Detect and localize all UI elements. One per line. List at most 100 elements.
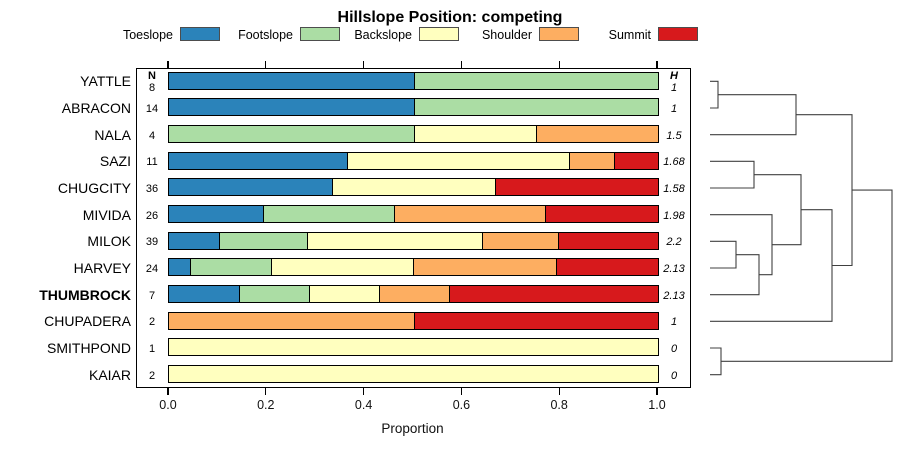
bar-segment-footslope: [219, 232, 307, 249]
row-label-kaiar: KAIAR: [88, 366, 131, 383]
n-value-milok: 39: [145, 236, 159, 249]
axis-tick-bottom: [558, 388, 560, 395]
bar-segment-toeslope: [169, 99, 414, 116]
h-value-chugcity: 1.58: [663, 183, 685, 195]
n-value-harvey: 24: [145, 263, 159, 275]
bar-segment-toeslope: [169, 152, 347, 169]
legend-label-toeslope: Toeslope: [122, 28, 173, 42]
n-value-chugcity: 36: [145, 183, 159, 195]
axis-tick-bottom: [460, 388, 462, 395]
row-label-chupadera: CHUPADERA: [44, 313, 131, 330]
row-label-nala: NALA: [94, 126, 131, 143]
bar-segment-toeslope: [169, 179, 332, 196]
bar-segment-toeslope: [169, 72, 414, 89]
axis-tick-label: 0.6: [452, 398, 471, 412]
axis-tick-label: 0.4: [354, 398, 373, 412]
h-value-harvey: 2.13: [663, 263, 685, 275]
bar-row-chugcity: [168, 178, 659, 197]
bar-segment-summit: [413, 312, 658, 329]
legend-label-footslope: Footslope: [238, 28, 293, 42]
plot-panel-border: [136, 68, 691, 388]
h-value-milok: 2.2: [666, 236, 682, 249]
bar-segment-shoulder: [169, 312, 414, 329]
bar-row-yattle: [168, 71, 659, 90]
legend-swatch-toeslope: [180, 27, 220, 41]
axis-tick-top: [265, 61, 267, 68]
axis-tick-bottom: [363, 388, 365, 395]
h-value-smithpond: 0: [670, 343, 678, 355]
h-value-kaiar: 0: [670, 369, 678, 382]
bar-segment-toeslope: [169, 259, 190, 276]
chart-title: Hillslope Position: competing: [337, 9, 563, 26]
bar-row-smithpond: [168, 338, 659, 357]
axis-tick-label: 0.2: [257, 398, 275, 412]
row-label-sazi: SAZI: [99, 153, 131, 170]
axis-tick-top: [460, 61, 462, 68]
h-value-mivida: 1.98: [663, 209, 685, 222]
bar-segment-backslope: [169, 339, 658, 356]
x-axis-title: Proportion: [381, 421, 444, 436]
n-value-abracon: 14: [145, 103, 159, 115]
legend-label-shoulder: Shoulder: [481, 28, 532, 42]
bar-row-nala: [168, 125, 659, 144]
row-label-thumbrock: THUMBROCK: [39, 286, 131, 303]
n-column-header: N: [148, 70, 156, 82]
n-value-mivida: 26: [145, 209, 159, 222]
bar-row-milok: [168, 231, 659, 250]
axis-tick-top: [656, 61, 658, 68]
bar-segment-backslope: [169, 366, 658, 383]
axis-tick-bottom: [265, 388, 267, 395]
bar-segment-shoulder: [535, 126, 658, 143]
row-label-milok: MILOK: [87, 233, 131, 250]
legend-swatch-summit: [658, 27, 698, 41]
bar-row-harvey: [168, 258, 659, 277]
bar-segment-shoulder: [413, 259, 557, 276]
bar-row-kaiar: [168, 365, 659, 384]
row-label-abracon: ABRACON: [61, 100, 131, 116]
bar-segment-summit: [613, 152, 658, 169]
n-value-thumbrock: 7: [148, 289, 156, 302]
bar-row-abracon: [168, 98, 659, 117]
bar-segment-shoulder: [378, 286, 449, 303]
bar-segment-shoulder: [482, 232, 558, 249]
legend-swatch-backslope: [419, 27, 459, 41]
bar-row-thumbrock: [168, 285, 659, 304]
bar-segment-footslope: [413, 99, 658, 116]
bar-segment-backslope: [306, 232, 483, 249]
axis-tick-top: [363, 61, 365, 68]
row-label-smithpond: SMITHPOND: [47, 340, 131, 356]
row-label-harvey: HARVEY: [73, 260, 131, 276]
axis-tick-bottom: [656, 388, 658, 395]
bar-segment-toeslope: [169, 232, 220, 249]
bar-segment-summit: [556, 259, 658, 276]
bar-segment-shoulder: [394, 206, 546, 223]
bar-row-chupadera: [168, 311, 659, 330]
bar-segment-summit: [494, 179, 658, 196]
axis-tick-bottom: [167, 388, 169, 395]
dendrogram-links: [710, 80, 893, 376]
bar-segment-backslope: [271, 259, 414, 276]
bar-segment-shoulder: [569, 152, 614, 169]
bar-segment-summit: [545, 206, 658, 223]
h-value-abracon: 1: [670, 103, 678, 115]
axis-tick-top: [167, 61, 169, 68]
legend-swatch-footslope: [300, 27, 340, 41]
legend-label-backslope: Backslope: [354, 28, 412, 42]
h-value-sazi: 1.68: [663, 156, 685, 169]
axis-tick-label: 1.0: [648, 398, 666, 412]
n-value-sazi: 11: [146, 156, 158, 169]
bar-row-mivida: [168, 205, 659, 224]
bar-row-sazi: [168, 151, 659, 170]
bar-segment-backslope: [346, 152, 570, 169]
h-value-nala: 1.5: [666, 129, 682, 142]
legend-label-summit: Summit: [608, 28, 651, 42]
bar-segment-footslope: [238, 286, 309, 303]
bar-segment-summit: [557, 232, 658, 249]
axis-tick-label: 0.0: [159, 398, 177, 412]
n-value-nala: 4: [148, 129, 156, 142]
legend-swatch-shoulder: [539, 27, 579, 41]
axis-tick-top: [558, 61, 560, 68]
bar-segment-backslope: [308, 286, 379, 303]
